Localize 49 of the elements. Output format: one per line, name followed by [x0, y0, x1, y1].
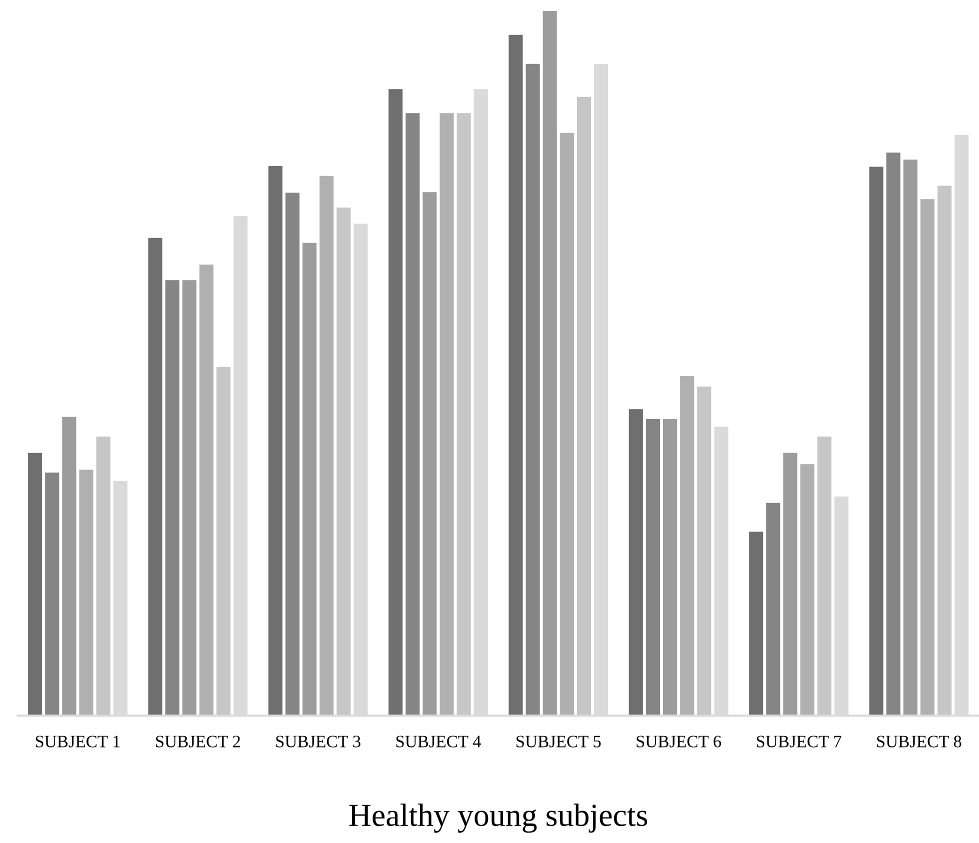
bar — [320, 176, 334, 716]
bar — [62, 416, 76, 716]
bar — [285, 192, 300, 716]
bar — [456, 113, 471, 716]
bar — [869, 166, 884, 716]
bar — [165, 280, 180, 716]
bar — [800, 464, 814, 716]
bar — [508, 34, 523, 716]
bar — [680, 376, 694, 716]
x-tick-label: SUBJECT 2 — [156, 736, 240, 748]
x-tick-label: SUBJECT 8 — [877, 736, 962, 748]
bar — [336, 208, 351, 716]
bar — [96, 436, 110, 716]
bar — [148, 238, 162, 716]
bar — [697, 386, 712, 716]
bar — [440, 113, 454, 716]
bar — [576, 96, 592, 716]
bar — [663, 419, 678, 716]
bar — [302, 242, 317, 716]
bar — [766, 502, 780, 716]
bar — [886, 152, 900, 716]
bar — [526, 64, 540, 716]
bar — [45, 472, 60, 716]
bar — [542, 10, 557, 716]
bar — [920, 199, 934, 716]
bar — [28, 452, 42, 716]
x-tick-label: SUBJECT 4 — [396, 736, 481, 748]
x-tick-label: SUBJECT 3 — [276, 736, 360, 748]
bar — [422, 192, 437, 716]
bar — [749, 532, 764, 716]
x-tick-label: SUBJECT 1 — [36, 736, 120, 748]
bar — [268, 166, 282, 716]
bar — [903, 160, 918, 716]
x-tick-label: SUBJECT 5 — [516, 736, 601, 748]
bar — [646, 419, 660, 716]
bar — [182, 280, 196, 716]
bar — [216, 366, 231, 716]
bar — [199, 264, 214, 716]
bar — [817, 436, 832, 716]
bar — [937, 186, 952, 716]
x-tick-label: SUBJECT 6 — [636, 736, 722, 748]
bar — [628, 409, 643, 716]
bar — [79, 470, 94, 716]
bar — [406, 113, 420, 716]
bar — [560, 132, 574, 716]
bar — [783, 452, 798, 716]
bar — [388, 89, 403, 716]
x-axis-title: Healthy young subjects — [349, 804, 648, 833]
x-tick-label: SUBJECT 7 — [756, 736, 842, 748]
